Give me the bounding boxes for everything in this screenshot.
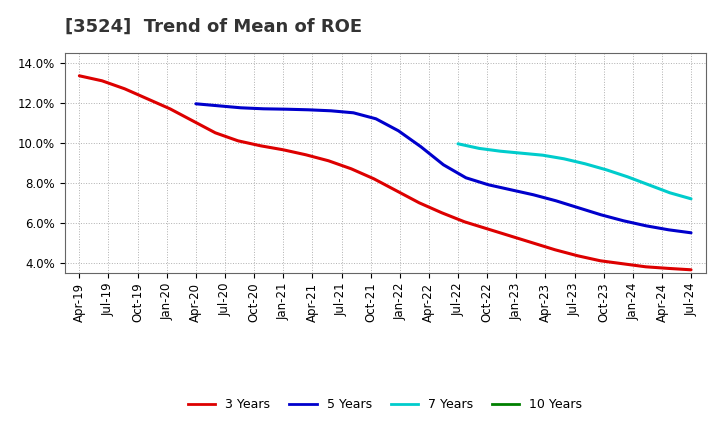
Legend: 3 Years, 5 Years, 7 Years, 10 Years: 3 Years, 5 Years, 7 Years, 10 Years <box>183 393 588 416</box>
Text: [3524]  Trend of Mean of ROE: [3524] Trend of Mean of ROE <box>65 18 362 36</box>
